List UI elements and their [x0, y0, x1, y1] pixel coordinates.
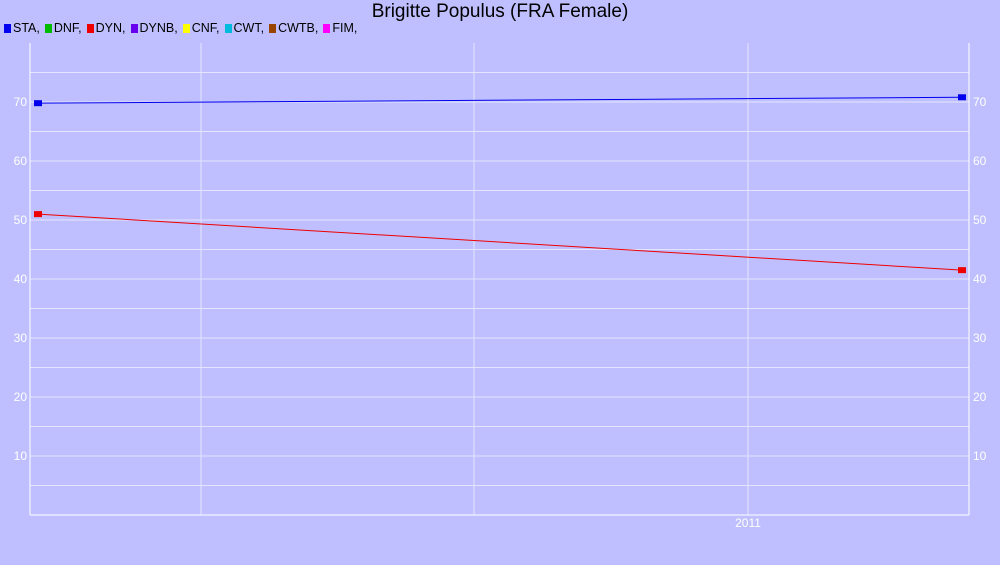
- legend: STA, DNF, DYN, DYNB, CNF, CWT, CWTB, FIM,: [4, 20, 362, 36]
- y-tick-label-left: 60: [14, 154, 28, 168]
- data-point-dyn: [958, 267, 966, 274]
- legend-swatch: [44, 24, 52, 33]
- x-tick-label: 2011: [735, 516, 761, 530]
- legend-label: CNF,: [191, 21, 220, 35]
- legend-label: CWT,: [233, 21, 265, 35]
- legend-label: STA,: [13, 21, 40, 35]
- y-tick-label-right: 40: [973, 272, 987, 286]
- y-tick-label-right: 50: [973, 213, 987, 227]
- legend-item-cwtb: CWTB,: [269, 21, 318, 35]
- legend-item-cwt: CWT,: [224, 21, 265, 35]
- data-point-dyn: [34, 211, 42, 218]
- legend-swatch: [130, 24, 138, 33]
- data-point-sta: [958, 94, 966, 101]
- legend-item-dynb: DYNB,: [130, 21, 178, 35]
- y-tick-label-left: 40: [14, 272, 28, 286]
- y-tick-label-left: 70: [14, 95, 28, 109]
- y-tick-label-left: 50: [14, 213, 28, 227]
- data-point-sta: [34, 100, 42, 107]
- legend-swatch: [224, 24, 232, 33]
- legend-label: DYNB,: [139, 21, 178, 35]
- legend-item-dyn: DYN,: [86, 21, 126, 35]
- chart-title: Brigitte Populus (FRA Female): [371, 1, 629, 22]
- y-tick-label-right: 30: [973, 331, 987, 345]
- legend-item-sta: STA,: [4, 21, 40, 35]
- legend-item-dnf: DNF,: [44, 21, 82, 35]
- y-tick-label-right: 10: [973, 449, 987, 463]
- legend-item-cnf: CNF,: [182, 21, 220, 35]
- legend-label: DNF,: [53, 21, 82, 35]
- y-tick-label-left: 10: [14, 449, 28, 463]
- y-tick-label-right: 60: [973, 154, 987, 168]
- y-tick-label-right: 20: [973, 390, 987, 404]
- legend-swatch: [4, 24, 11, 33]
- y-tick-label-left: 20: [14, 390, 28, 404]
- legend-swatch: [269, 24, 277, 33]
- legend-label: FIM,: [332, 21, 358, 35]
- series-line-dyn: [37, 213, 963, 271]
- legend-item-fim: FIM,: [323, 21, 357, 35]
- legend-swatch: [182, 24, 190, 33]
- legend-swatch: [86, 24, 94, 33]
- legend-swatch: [323, 24, 331, 33]
- legend-label: DYN,: [95, 21, 126, 35]
- y-tick-label-left: 30: [14, 331, 28, 345]
- legend-label: CWTB,: [278, 21, 319, 35]
- y-tick-label-right: 70: [973, 95, 987, 109]
- series-line-sta: [37, 96, 963, 104]
